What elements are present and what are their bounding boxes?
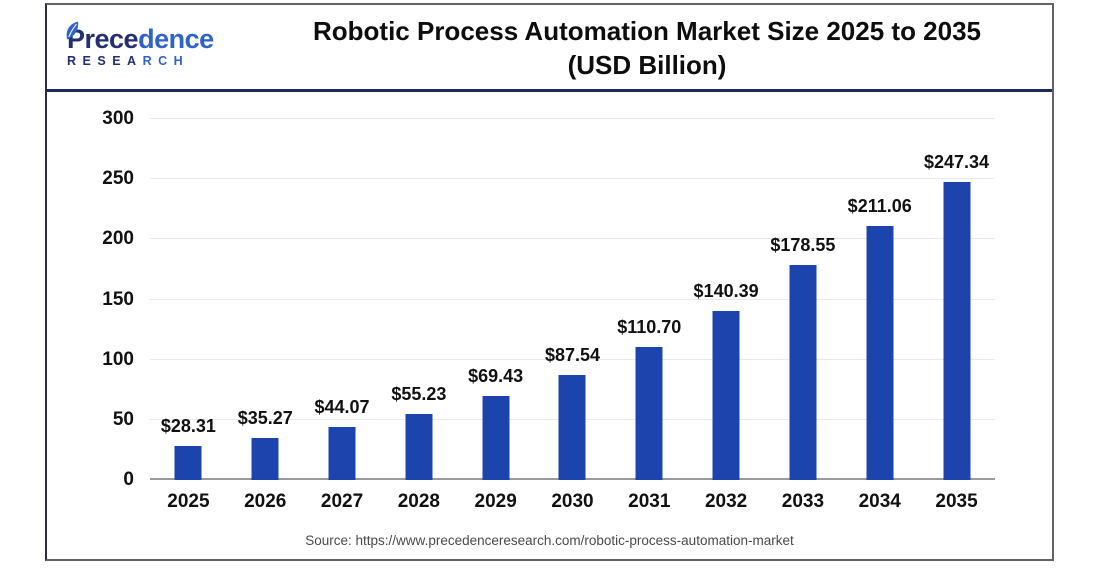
value-label-2025: $28.31 [160, 415, 216, 436]
plot-area: $28.31 2025 $35.27 2026 $44.07 2027 $55.23 2028… [102, 108, 995, 512]
y-axis-tick-label: 150 [102, 288, 134, 310]
x-axis-label-2029: 2029 [474, 491, 517, 512]
gridline [150, 178, 995, 180]
bar-slot: $211.06 2034 [841, 119, 918, 512]
bar-slot: $44.07 2027 [304, 119, 381, 512]
value-label-2032: $140.39 [693, 281, 759, 302]
bar-2026: $35.27 [238, 408, 293, 480]
value-label-2034: $211.06 [847, 196, 912, 217]
header: Precedence RESEARCH Robotic Process Auto… [47, 5, 1052, 89]
x-axis-label-2032: 2032 [704, 491, 748, 512]
logo-wordmark: Precedence [66, 21, 242, 54]
value-label-2028: $55.23 [391, 383, 447, 404]
y-axis-tick-label: 0 [123, 469, 134, 490]
y-axis-tick-label: 100 [102, 348, 134, 370]
logo-subtitle-blue: RCH [142, 54, 190, 68]
header-divider [47, 89, 1052, 92]
source-text: Source: https://www.precedenceresearch.c… [305, 533, 794, 548]
value-label-2030: $87.54 [544, 344, 600, 365]
bar-slot: $87.54 2030 [534, 119, 611, 512]
bar-slot: $140.39 2032 [688, 119, 765, 512]
x-axis-label-2030: 2030 [551, 491, 594, 512]
x-axis-label-2034: 2034 [858, 491, 901, 512]
value-label-2027: $44.07 [314, 396, 370, 417]
x-axis-label-2027: 2027 [320, 491, 364, 512]
y-axis-tick-label: 250 [102, 168, 134, 190]
bar-2031: $110.70 [617, 317, 681, 480]
bar-2033: $178.55 [770, 235, 835, 480]
value-label-2026: $35.27 [237, 407, 293, 428]
bar-slot: $110.70 2031 [611, 119, 688, 512]
value-label-2033: $178.55 [770, 235, 836, 256]
x-axis-label-2025: 2025 [167, 491, 210, 512]
bar-2025: $28.31 [161, 416, 216, 480]
infographic-frame: Precedence RESEARCH Robotic Process Auto… [45, 3, 1054, 561]
gridline [150, 118, 995, 119]
chart-area: $28.31 2025 $35.27 2026 $44.07 2027 $55.23 2028… [47, 92, 1052, 559]
bar-2030: $87.54 [545, 345, 600, 480]
bar-slot: $28.31 2025 [150, 119, 227, 512]
logo-text-dark: Prece [67, 24, 139, 54]
logo-subtitle: RESEARCH [67, 54, 242, 68]
value-label-2031: $110.70 [617, 316, 682, 337]
y-axis-tick-label: 200 [102, 228, 134, 250]
bar-2028: $55.23 [391, 384, 446, 480]
bar-2029: $69.43 [468, 366, 523, 480]
gridline [150, 358, 995, 360]
precedence-research-logo: Precedence RESEARCH [47, 21, 242, 68]
bar-2032: $140.39 [694, 281, 759, 480]
bar-slot: $55.23 2028 [380, 119, 457, 512]
value-label-2035: $247.34 [923, 152, 990, 173]
logo-subtitle-dark: RESEA [67, 54, 143, 68]
bar-slot: $178.55 2033 [765, 119, 842, 512]
logo-text-blue: dence [138, 24, 214, 54]
x-axis-label-2028: 2028 [397, 491, 440, 512]
bar-2034: $211.06 [848, 196, 912, 480]
x-axis-label-2033: 2033 [781, 491, 825, 512]
chart-title-line2: (USD Billion) [567, 50, 727, 80]
chart-title-line1: Robotic Process Automation Market Size 2… [312, 16, 982, 46]
x-axis-label-2035: 2035 [935, 491, 978, 512]
value-label-2029: $69.43 [468, 366, 524, 387]
y-axis-tick-label: 50 [112, 408, 134, 430]
bar-slot: $247.34 2035 [918, 119, 995, 512]
bars: $28.31 2025 $35.27 2026 $44.07 2027 $55.23 2028… [150, 119, 995, 512]
y-axis-tick-label: 300 [102, 108, 134, 129]
gridline [150, 298, 995, 300]
bar-2035: $247.34 [924, 152, 989, 480]
leaf-icon [61, 15, 84, 44]
x-axis-label-2026: 2026 [244, 491, 287, 512]
chart-title: Robotic Process Automation Market Size 2… [242, 12, 1052, 82]
x-axis-label-2031: 2031 [628, 491, 671, 512]
bar-2027: $44.07 [315, 397, 370, 480]
bar-slot: $35.27 2026 [227, 119, 304, 512]
bar-slot: $69.43 2029 [457, 119, 534, 512]
gridline [150, 238, 995, 240]
